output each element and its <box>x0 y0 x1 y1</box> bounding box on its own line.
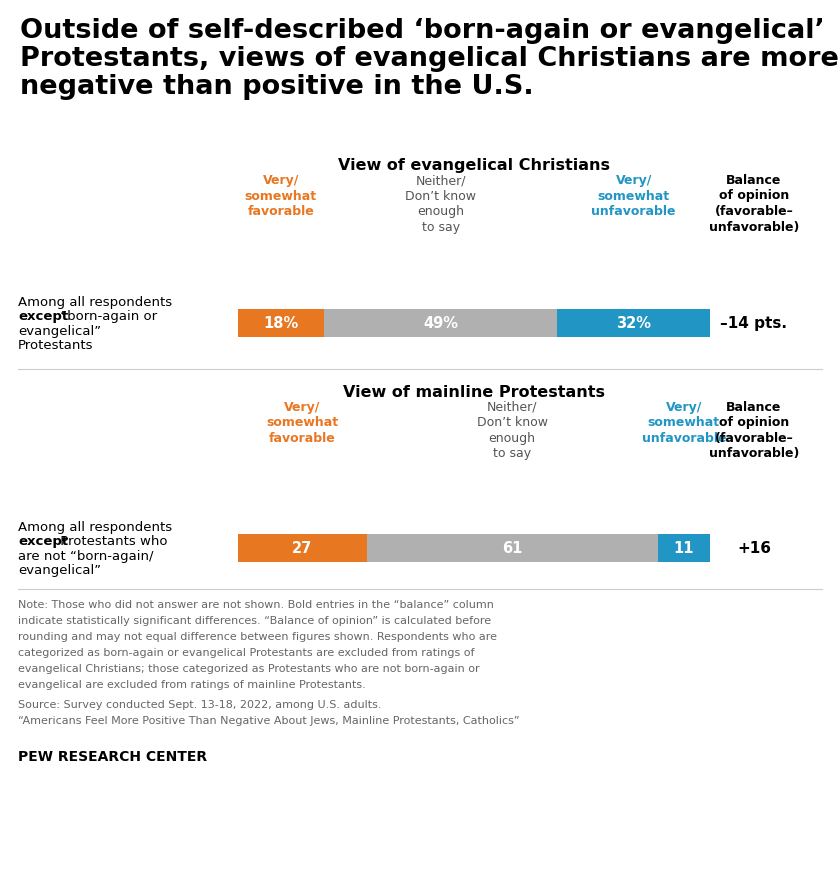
Text: Very/
somewhat
favorable: Very/ somewhat favorable <box>266 401 339 445</box>
Text: Among all respondents: Among all respondents <box>18 296 172 309</box>
Text: Outside of self-described ‘born-again or evangelical’: Outside of self-described ‘born-again or… <box>20 18 825 44</box>
Text: PEW RESEARCH CENTER: PEW RESEARCH CENTER <box>18 749 207 763</box>
Text: Neither/
Don’t know
enough
to say: Neither/ Don’t know enough to say <box>405 174 476 233</box>
Text: Among all respondents: Among all respondents <box>18 520 172 533</box>
Text: “born-again or: “born-again or <box>55 310 157 323</box>
Text: Very/
somewhat
unfavorable: Very/ somewhat unfavorable <box>591 174 676 217</box>
Text: View of evangelical Christians: View of evangelical Christians <box>338 158 610 173</box>
Text: Source: Survey conducted Sept. 13-18, 2022, among U.S. adults.: Source: Survey conducted Sept. 13-18, 20… <box>18 699 381 709</box>
Text: +16: +16 <box>737 541 771 556</box>
Text: negative than positive in the U.S.: negative than positive in the U.S. <box>20 74 533 100</box>
Bar <box>367 534 658 562</box>
Bar <box>658 534 710 562</box>
Text: evangelical”: evangelical” <box>18 324 101 338</box>
Text: Protestants, views of evangelical Christians are more: Protestants, views of evangelical Christ… <box>20 46 839 72</box>
Text: –14 pts.: –14 pts. <box>721 316 788 332</box>
Text: 32%: 32% <box>617 316 651 332</box>
Bar <box>238 534 367 562</box>
Text: View of mainline Protestants: View of mainline Protestants <box>343 384 605 400</box>
Text: Balance
of opinion
(favorable–
unfavorable): Balance of opinion (favorable– unfavorab… <box>709 174 799 233</box>
Text: evangelical Christians; those categorized as Protestants who are not born-again : evangelical Christians; those categorize… <box>18 663 480 674</box>
Text: Very/
somewhat
unfavorable: Very/ somewhat unfavorable <box>642 401 726 445</box>
Bar <box>238 310 323 338</box>
Text: 18%: 18% <box>263 316 298 332</box>
Text: 61: 61 <box>502 541 522 556</box>
Text: evangelical”: evangelical” <box>18 564 101 576</box>
Bar <box>323 310 558 338</box>
Text: 27: 27 <box>292 541 312 556</box>
Text: are not “born-again/: are not “born-again/ <box>18 549 154 562</box>
Text: except: except <box>18 310 68 323</box>
Bar <box>558 310 710 338</box>
Text: Note: Those who did not answer are not shown. Bold entries in the “balance” colu: Note: Those who did not answer are not s… <box>18 599 494 610</box>
Text: Balance
of opinion
(favorable–
unfavorable): Balance of opinion (favorable– unfavorab… <box>709 401 799 460</box>
Text: Neither/
Don’t know
enough
to say: Neither/ Don’t know enough to say <box>476 401 548 460</box>
Text: 49%: 49% <box>423 316 458 332</box>
Text: indicate statistically significant differences. “Balance of opinion” is calculat: indicate statistically significant diffe… <box>18 616 491 625</box>
Text: Very/
somewhat
favorable: Very/ somewhat favorable <box>244 174 317 217</box>
Text: categorized as born-again or evangelical Protestants are excluded from ratings o: categorized as born-again or evangelical… <box>18 647 475 657</box>
Text: except: except <box>18 535 68 547</box>
Text: evangelical are excluded from ratings of mainline Protestants.: evangelical are excluded from ratings of… <box>18 679 365 689</box>
Text: “Americans Feel More Positive Than Negative About Jews, Mainline Protestants, Ca: “Americans Feel More Positive Than Negat… <box>18 715 520 725</box>
Text: 11: 11 <box>674 541 694 556</box>
Text: rounding and may not equal difference between figures shown. Respondents who are: rounding and may not equal difference be… <box>18 631 497 641</box>
Text: Protestants: Protestants <box>18 339 93 352</box>
Text: Protestants who: Protestants who <box>55 535 167 547</box>
